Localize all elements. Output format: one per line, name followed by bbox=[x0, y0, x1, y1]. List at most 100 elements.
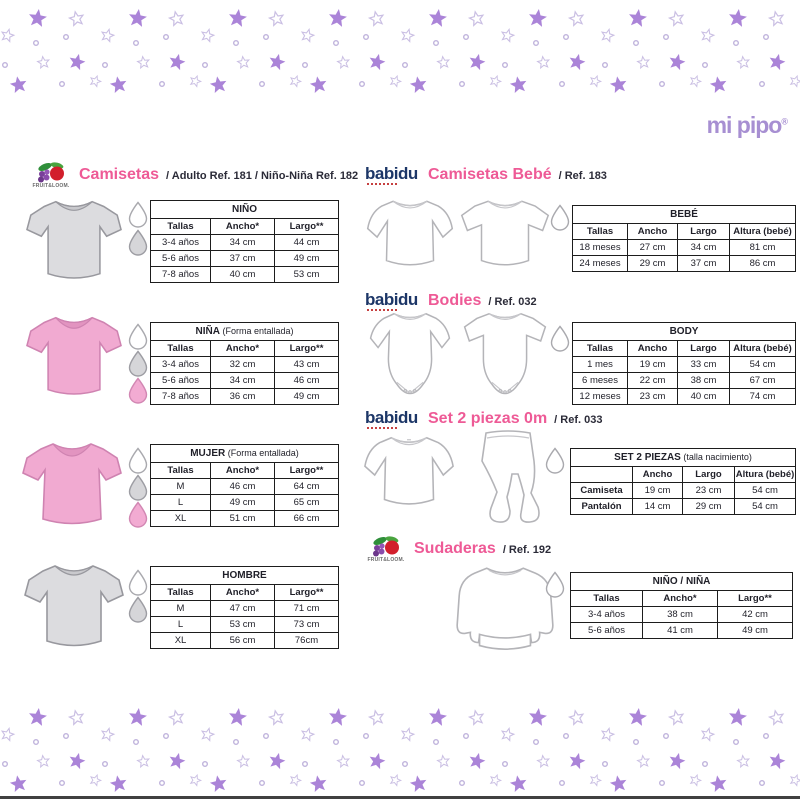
col-header-altura: Altura (bebé) bbox=[728, 223, 797, 240]
cell-largo: 46 cm bbox=[273, 372, 340, 389]
baby-longsleeve-bodysuit-image bbox=[369, 312, 451, 395]
cell-ancho: 19 cm bbox=[632, 482, 683, 499]
cell-largo: 65 cm bbox=[274, 494, 339, 511]
baby-shortsleeve-shirt-image bbox=[460, 200, 550, 266]
col-header-altura: Altura (bebé) bbox=[733, 466, 797, 483]
babidu-logo: babidu bbox=[365, 165, 421, 185]
table-title-set2piezas: SET 2 PIEZAS (talla nacimiento) bbox=[569, 448, 797, 467]
cell-ancho: 49 cm bbox=[210, 494, 275, 511]
fruit-of-the-loom-icon bbox=[38, 162, 64, 183]
color-droplet-grey-icon bbox=[128, 350, 148, 377]
cell-largo: 38 cm bbox=[677, 372, 730, 389]
col-header-ancho: Ancho* bbox=[210, 584, 275, 601]
cell-altura: 74 cm bbox=[728, 388, 797, 405]
table-title-mujer: MUJER (Forma entallada) bbox=[150, 444, 339, 463]
cell-ancho: 29 cm bbox=[627, 255, 678, 272]
table-title-hombre: HOMBRE bbox=[149, 566, 340, 585]
col-header-ancho: Ancho bbox=[627, 340, 678, 357]
table-title-text: HOMBRE bbox=[222, 570, 267, 581]
table-row: 7-8 años 40 cm 53 cm bbox=[150, 266, 340, 283]
babidu-logo: babidu bbox=[365, 409, 421, 429]
cell-largo: 64 cm bbox=[274, 478, 339, 495]
col-header-tallas: Tallas bbox=[150, 584, 211, 601]
cell-ancho: 23 cm bbox=[627, 388, 678, 405]
col-header-tallas: Tallas bbox=[572, 223, 628, 240]
col-header-altura: Altura (bebé) bbox=[728, 340, 797, 357]
mipipo-logo: mi pipo® bbox=[668, 112, 788, 139]
cell-prenda: Camiseta bbox=[570, 482, 633, 499]
baby-shortsleeve-bodysuit-image bbox=[463, 312, 547, 395]
col-header-largo: Largo** bbox=[273, 584, 340, 601]
table-title-sudaderas: NIÑO / NIÑA bbox=[570, 572, 793, 591]
cell-ancho: 56 cm bbox=[210, 632, 275, 649]
size-table-set2piezas: SET 2 PIEZAS (talla nacimiento) Ancho La… bbox=[569, 448, 797, 515]
section-reference: / Ref. 033 bbox=[554, 414, 603, 426]
cell-largo: 49 cm bbox=[717, 622, 793, 639]
star-border-top-decoration bbox=[0, 3, 800, 99]
table-title-text: MUJER bbox=[190, 448, 226, 459]
cell-largo: 43 cm bbox=[273, 356, 340, 373]
cell-talla: 12 meses bbox=[572, 388, 628, 405]
cell-largo: 40 cm bbox=[677, 388, 730, 405]
table-row: M 47 cm 71 cm bbox=[150, 600, 340, 617]
col-header-tallas: Tallas bbox=[570, 590, 643, 607]
cell-talla: L bbox=[150, 616, 211, 633]
cell-largo: 49 cm bbox=[273, 388, 340, 405]
fruit-of-the-loom-icon bbox=[373, 536, 399, 557]
cell-altura: 67 cm bbox=[728, 372, 797, 389]
column-header-row: Tallas Ancho Largo Altura (bebé) bbox=[572, 223, 797, 240]
table-row: Pantalón 14 cm 29 cm 54 cm bbox=[570, 498, 797, 515]
cell-talla: 3-4 años bbox=[150, 234, 211, 251]
table-row: 3-4 años 34 cm 44 cm bbox=[150, 234, 340, 251]
section-header-sudaderas: FRUIT&LOOM. Sudaderas / Ref. 192 bbox=[365, 534, 551, 564]
babidu-tagline bbox=[367, 427, 397, 429]
cell-altura: 54 cm bbox=[728, 356, 797, 373]
color-droplet-pink-icon bbox=[128, 377, 148, 404]
cell-ancho: 36 cm bbox=[210, 388, 275, 405]
table-row: 12 meses 23 cm 40 cm 74 cm bbox=[572, 388, 797, 405]
sweatshirt-image bbox=[456, 567, 554, 650]
table-row: 5-6 años 41 cm 49 cm bbox=[570, 622, 793, 639]
table-title-text: BODY bbox=[669, 326, 699, 337]
cell-altura: 86 cm bbox=[728, 255, 797, 272]
cell-altura: 81 cm bbox=[728, 239, 797, 256]
cell-ancho: 38 cm bbox=[642, 606, 718, 623]
col-header-largo: Largo** bbox=[274, 462, 339, 479]
col-header-blank bbox=[570, 466, 633, 483]
column-header-row: Tallas Ancho* Largo** bbox=[150, 462, 339, 479]
cell-ancho: 40 cm bbox=[210, 266, 275, 283]
cell-largo: 34 cm bbox=[677, 239, 730, 256]
table-subtitle-text: (talla nacimiento) bbox=[680, 452, 752, 462]
cell-talla: L bbox=[150, 494, 211, 511]
cell-largo: 42 cm bbox=[717, 606, 793, 623]
column-header-row: Tallas Ancho* Largo** bbox=[150, 584, 340, 601]
col-header-largo: Largo bbox=[677, 340, 730, 357]
table-row: 1 mes 19 cm 33 cm 54 cm bbox=[572, 356, 797, 373]
cell-ancho: 41 cm bbox=[642, 622, 718, 639]
fruit-of-the-loom-wordmark: FRUIT&LOOM. bbox=[367, 557, 405, 563]
cell-ancho: 19 cm bbox=[627, 356, 678, 373]
section-reference: / Ref. 192 bbox=[502, 544, 552, 556]
cell-talla: 5-6 años bbox=[570, 622, 643, 639]
col-header-tallas: Tallas bbox=[150, 340, 211, 357]
cell-largo: 49 cm bbox=[273, 250, 340, 267]
cell-largo: 73 cm bbox=[273, 616, 340, 633]
size-table-sudaderas: NIÑO / NIÑA Tallas Ancho* Largo** 3-4 añ… bbox=[570, 572, 793, 639]
col-header-tallas: Tallas bbox=[150, 462, 211, 479]
table-subtitle-text: (Forma entallada) bbox=[225, 448, 299, 458]
column-header-row: Tallas Ancho* Largo** bbox=[150, 340, 340, 357]
star-border-bottom-decoration bbox=[0, 702, 800, 798]
col-header-ancho: Ancho* bbox=[210, 462, 275, 479]
table-row: 3-4 años 38 cm 42 cm bbox=[570, 606, 793, 623]
size-table-nino: NIÑO Tallas Ancho* Largo** 3-4 años 34 c… bbox=[149, 200, 340, 283]
table-row: 6 meses 22 cm 38 cm 67 cm bbox=[572, 372, 797, 389]
table-title-nino: NIÑO bbox=[149, 200, 340, 219]
cell-talla: 24 meses bbox=[572, 255, 628, 272]
cell-ancho: 22 cm bbox=[627, 372, 678, 389]
section-reference: / Ref. 032 bbox=[488, 296, 537, 308]
table-row: 18 meses 27 cm 34 cm 81 cm bbox=[572, 239, 797, 256]
tshirt-gray-hombre-image bbox=[24, 565, 124, 647]
babidu-wordmark: babidu bbox=[365, 408, 418, 427]
cell-largo: 66 cm bbox=[274, 510, 339, 527]
baby-longsleeve-shirt-image bbox=[366, 200, 454, 266]
